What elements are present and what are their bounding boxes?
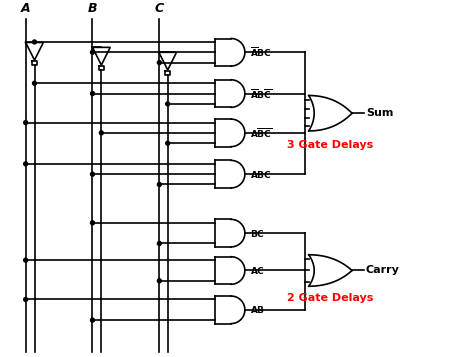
Text: C: C [155, 2, 164, 15]
Circle shape [100, 131, 103, 135]
Circle shape [24, 121, 27, 125]
Text: 3 Gate Delays: 3 Gate Delays [287, 140, 374, 150]
Text: $\mathbf{AB}$: $\mathbf{AB}$ [250, 304, 265, 315]
Text: $\mathbf{AC}$: $\mathbf{AC}$ [250, 265, 265, 276]
Text: Sum: Sum [366, 108, 393, 118]
Text: $\mathbf{\overline{A}BC}$: $\mathbf{\overline{A}BC}$ [250, 45, 272, 59]
Text: Carry: Carry [366, 266, 400, 276]
Text: $\mathbf{ABC}$: $\mathbf{ABC}$ [250, 169, 272, 180]
Circle shape [157, 61, 161, 65]
Circle shape [24, 258, 27, 262]
Circle shape [33, 81, 36, 85]
Circle shape [166, 102, 170, 106]
Text: $\mathbf{A\overline{B}\overline{C}}$: $\mathbf{A\overline{B}\overline{C}}$ [250, 126, 272, 140]
Circle shape [24, 162, 27, 166]
Text: $\mathbf{BC}$: $\mathbf{BC}$ [250, 228, 264, 238]
Circle shape [24, 297, 27, 301]
Text: 2 Gate Delays: 2 Gate Delays [287, 293, 374, 303]
Circle shape [157, 279, 161, 283]
Text: B: B [88, 2, 97, 15]
Circle shape [157, 182, 161, 186]
Circle shape [33, 40, 36, 44]
Circle shape [91, 50, 94, 54]
Circle shape [91, 318, 94, 322]
Circle shape [157, 241, 161, 245]
Circle shape [91, 172, 94, 176]
Circle shape [91, 221, 94, 225]
Circle shape [166, 141, 170, 145]
Text: A: A [21, 2, 30, 15]
Text: $\mathbf{\overline{A}B\overline{C}}$: $\mathbf{\overline{A}B\overline{C}}$ [250, 87, 272, 101]
Circle shape [91, 92, 94, 96]
